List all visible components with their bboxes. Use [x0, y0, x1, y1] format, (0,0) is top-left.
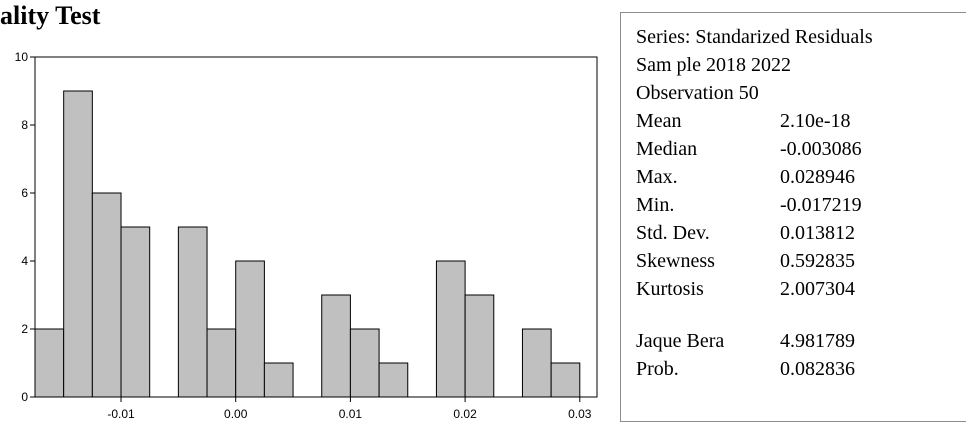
histogram-bar [349, 328, 380, 398]
series-name: Series: Standarized Residuals [636, 26, 873, 48]
histogram-bar [521, 328, 552, 398]
plot-frame [34, 56, 598, 398]
stat-value: -0.017219 [780, 194, 862, 216]
histogram-bar [378, 362, 409, 398]
stat-value: 2.007304 [780, 278, 855, 300]
stat-value: -0.003086 [780, 138, 862, 160]
stat-value: 0.013812 [780, 222, 855, 244]
x-tick-label: 0.01 [339, 407, 363, 421]
y-tick-label: 4 [21, 254, 28, 268]
stat-label: Jaque Bera [636, 330, 725, 352]
y-tick-label: 0 [21, 390, 28, 404]
stat-label: Min. [636, 194, 675, 216]
histogram-bar [435, 260, 466, 398]
histogram-chart: 0 2 4 6 8 10 -0.01 0.00 0.01 0.02 0.03 [15, 50, 598, 421]
stat-row-median: Median -0.003086 [636, 135, 966, 163]
stat-label: Mean [636, 110, 682, 132]
x-axis: -0.01 0.00 0.01 0.02 0.03 [107, 397, 592, 421]
stat-value: 0.592835 [780, 250, 855, 272]
stat-label: Max. [636, 166, 678, 188]
stat-row-probability: Prob. 0.082836 [636, 355, 966, 383]
y-tick-label: 8 [21, 118, 28, 132]
histogram-bar [34, 328, 65, 398]
histogram-bar [550, 362, 581, 398]
stat-label: Std. Dev. [636, 222, 710, 244]
stat-row-jarque-bera: Jaque Bera 4.981789 [636, 327, 966, 355]
histogram-bar [91, 192, 122, 398]
histogram-bar [263, 362, 294, 398]
stat-label: Prob. [636, 358, 679, 380]
y-tick-label: 2 [21, 322, 28, 336]
stats-spacer [636, 303, 966, 327]
histogram-bar [63, 90, 93, 398]
stat-row-mean: Mean 2.10e-18 [636, 107, 966, 135]
stat-row-max: Max. 0.028946 [636, 163, 966, 191]
page-title: ality Test [0, 1, 101, 30]
stat-value: 0.082836 [780, 358, 855, 380]
histogram-bars [34, 90, 581, 398]
histogram-bar [321, 294, 351, 398]
histogram-bar [177, 226, 208, 398]
y-axis: 0 2 4 6 8 10 [15, 50, 35, 404]
x-tick-label: 0.03 [568, 407, 592, 421]
x-tick-label: 0.00 [224, 407, 248, 421]
histogram-bar [120, 226, 151, 398]
descriptive-statistics-panel: Series: Standarized Residuals Sam ple 20… [620, 12, 966, 422]
stat-row-kurtosis: Kurtosis 2.007304 [636, 275, 966, 303]
y-tick-label: 10 [15, 50, 29, 64]
x-tick-label: 0.02 [453, 407, 477, 421]
histogram-bar [206, 328, 237, 398]
histogram-bar [464, 294, 495, 398]
y-tick-label: 6 [21, 186, 28, 200]
stat-label: Kurtosis [636, 278, 704, 300]
stat-row-std-dev: Std. Dev. 0.013812 [636, 219, 966, 247]
stat-row-min: Min. -0.017219 [636, 191, 966, 219]
stat-value: 2.10e-18 [780, 110, 851, 132]
stat-label: Skewness [636, 250, 715, 272]
x-tick-label: -0.01 [107, 407, 135, 421]
stat-row-skewness: Skewness 0.592835 [636, 247, 966, 275]
histogram-bar [235, 260, 265, 398]
stat-value: 4.981789 [780, 330, 855, 352]
observation-count: Observation 50 [636, 82, 759, 104]
stat-label: Median [636, 138, 698, 160]
stat-value: 0.028946 [780, 166, 855, 188]
sample-range: Sam ple 2018 2022 [636, 54, 791, 76]
